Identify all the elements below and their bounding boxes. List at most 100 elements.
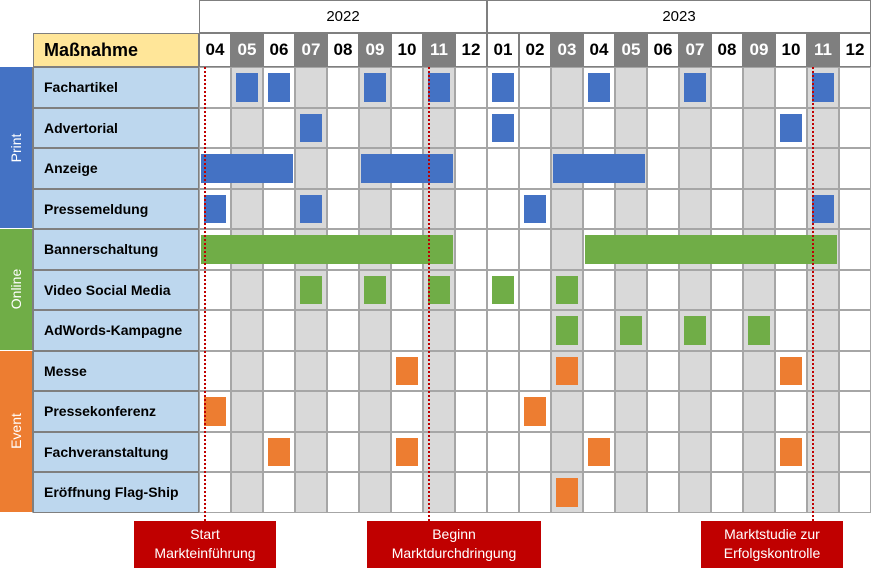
grid-cell (679, 269, 711, 310)
task-label: Video Social Media (33, 269, 199, 310)
month-header: 10 (775, 33, 807, 67)
milestone-line2: Erfolgskontrolle (723, 545, 821, 561)
grid-cell (391, 269, 423, 310)
grid-cell (647, 350, 679, 391)
task-bar (588, 73, 610, 102)
grid-cell (839, 67, 871, 108)
task-bar (812, 73, 834, 102)
column-header-label: Maßnahme (33, 33, 199, 67)
task-bar (492, 275, 514, 304)
category-band: Print (0, 67, 33, 229)
task-bar (364, 275, 386, 304)
month-header: 07 (679, 33, 711, 67)
grid-cell (455, 310, 487, 351)
grid-cell (519, 472, 551, 513)
grid-cell (839, 188, 871, 229)
grid-cell (263, 350, 295, 391)
month-header: 11 (423, 33, 455, 67)
grid-cell (839, 148, 871, 189)
month-header: 04 (199, 33, 231, 67)
month-header: 10 (391, 33, 423, 67)
category-band: Online (0, 229, 33, 351)
grid-cell (775, 67, 807, 108)
grid-cell (295, 67, 327, 108)
grid-cell (263, 310, 295, 351)
task-bar (204, 194, 226, 223)
year-header: 2023 (487, 0, 871, 33)
grid-cell (519, 310, 551, 351)
month-header: 03 (551, 33, 583, 67)
milestone-label: Start Markteinführung (134, 520, 276, 568)
year-header: 2022 (199, 0, 487, 33)
grid-cell (455, 67, 487, 108)
grid-cell (359, 350, 391, 391)
grid-cell (231, 431, 263, 472)
grid-cell (231, 391, 263, 432)
grid-cell (615, 107, 647, 148)
grid-cell (743, 67, 775, 108)
grid-cell (231, 107, 263, 148)
task-bar (524, 397, 546, 426)
grid-cell (839, 431, 871, 472)
task-bar (556, 316, 578, 345)
grid-cell (455, 350, 487, 391)
task-bar (556, 275, 578, 304)
grid-cell (359, 472, 391, 513)
grid-cell (615, 431, 647, 472)
task-bar (684, 316, 706, 345)
grid-cell (487, 472, 519, 513)
task-label: Fachveranstaltung (33, 431, 199, 472)
grid-cell (231, 269, 263, 310)
grid-cell (711, 148, 743, 189)
grid-cell (711, 269, 743, 310)
task-bar (428, 275, 450, 304)
task-bar (556, 478, 578, 507)
category-label: Online (8, 269, 24, 310)
milestone-line1: Beginn (432, 526, 476, 542)
task-bar (396, 437, 418, 466)
grid-cell (327, 391, 359, 432)
grid-cell (679, 107, 711, 148)
grid-cell (775, 269, 807, 310)
grid-cell (455, 269, 487, 310)
grid-cell (455, 148, 487, 189)
task-bar (780, 356, 802, 385)
grid-cell (455, 229, 487, 270)
task-bar (556, 356, 578, 385)
task-bar (268, 437, 290, 466)
task-label: Pressekonferenz (33, 391, 199, 432)
task-bar (361, 154, 453, 183)
grid-cell (839, 472, 871, 513)
grid-cell (743, 188, 775, 229)
grid-cell (711, 107, 743, 148)
grid-cell (455, 391, 487, 432)
grid-cell (551, 67, 583, 108)
grid-cell (487, 350, 519, 391)
grid-cell (519, 269, 551, 310)
grid-cell (551, 229, 583, 270)
grid-cell (679, 391, 711, 432)
grid-cell (775, 188, 807, 229)
grid-cell (359, 188, 391, 229)
grid-cell (743, 350, 775, 391)
grid-cell (327, 472, 359, 513)
grid-cell (327, 67, 359, 108)
grid-cell (295, 472, 327, 513)
category-band: Event (0, 350, 33, 513)
grid-cell (679, 431, 711, 472)
month-header: 02 (519, 33, 551, 67)
task-bar (492, 113, 514, 142)
grid-cell (391, 472, 423, 513)
month-header: 12 (839, 33, 871, 67)
milestone-label: Marktstudie zur Erfolgskontrolle (701, 520, 843, 568)
task-bar (812, 194, 834, 223)
milestone-label: Beginn Marktdurchdringung (367, 520, 541, 568)
grid-cell (551, 391, 583, 432)
grid-cell (615, 188, 647, 229)
grid-cell (295, 431, 327, 472)
month-header: 08 (327, 33, 359, 67)
task-bar (300, 113, 322, 142)
category-label: Print (8, 133, 24, 162)
grid-cell (359, 391, 391, 432)
